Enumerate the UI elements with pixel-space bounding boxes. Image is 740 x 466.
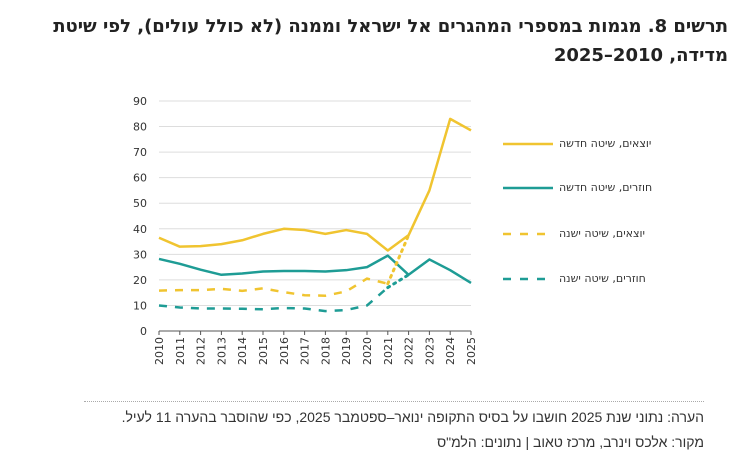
y-tick-label: 0 [140, 325, 147, 338]
x-tick-label: 2025 [465, 337, 478, 365]
legend-item-leaving-old: יוצאים, שיטה ישנה [503, 226, 703, 246]
legend-label: יוצאים, שיטה ישנה [559, 227, 646, 240]
y-tick-label: 40 [133, 223, 147, 236]
y-tick-label: 60 [133, 172, 147, 185]
divider [84, 401, 704, 402]
x-tick-label: 2015 [257, 337, 270, 365]
x-tick-label: 2019 [340, 337, 353, 365]
x-tick-label: 2023 [423, 337, 436, 365]
series-line-1 [158, 254, 472, 285]
x-tick-label: 2021 [382, 337, 395, 365]
x-tick-label: 2024 [444, 337, 457, 365]
series-dotted-link-2 [386, 233, 411, 286]
x-tick-label: 2022 [403, 337, 416, 365]
y-tick-label: 90 [133, 95, 147, 108]
x-tick-label: 2017 [299, 337, 312, 365]
chart-title: תרשים 8. מגמות במספרי המהגרים אל ישראל ו… [53, 16, 728, 66]
legend-item-returning-old: חוזרים, שיטה ישנה [503, 271, 703, 291]
series-line-0 [158, 117, 472, 252]
y-tick-label: 30 [133, 248, 147, 261]
x-tick-label: 2012 [195, 337, 208, 365]
y-tick-label: 50 [133, 197, 147, 210]
series-line-3 [158, 286, 389, 313]
y-tick-label: 20 [133, 274, 147, 287]
x-tick-label: 2010 [153, 337, 166, 365]
x-tick-label: 2018 [319, 337, 332, 365]
line-chart: 0 10 20 30 40 50 60 70 80 90 2010 2011 2012 2013 2014 2… [133, 95, 478, 365]
x-tick-label: 2013 [215, 337, 228, 365]
y-tick-label: 80 [133, 121, 147, 134]
legend-item-returning-new: חוזרים, שיטה חדשה [503, 180, 703, 200]
source-note: מקור: אלכס וינרב, מרכז טאוב | נתונים: הל… [436, 434, 704, 450]
y-tick-label: 10 [133, 299, 147, 312]
legend-item-leaving-new: יוצאים, שיטה חדשה [503, 136, 703, 156]
y-tick-label: 70 [133, 146, 147, 159]
legend-label: חוזרים, שיטה חדשה [559, 181, 653, 194]
x-tick-label: 2011 [174, 337, 187, 365]
legend-label: חוזרים, שיטה ישנה [559, 272, 646, 285]
series-dotted-link-3 [386, 273, 411, 290]
x-tick-label: 2014 [236, 337, 249, 365]
footnote: הערה: נתוני שנת 2025 חושבו על בסיס התקופ… [121, 409, 704, 425]
x-tick-label: 2020 [361, 337, 374, 365]
series-line-2 [158, 277, 389, 297]
x-tick-label: 2016 [278, 337, 291, 365]
legend-label: יוצאים, שיטה חדשה [559, 137, 652, 150]
